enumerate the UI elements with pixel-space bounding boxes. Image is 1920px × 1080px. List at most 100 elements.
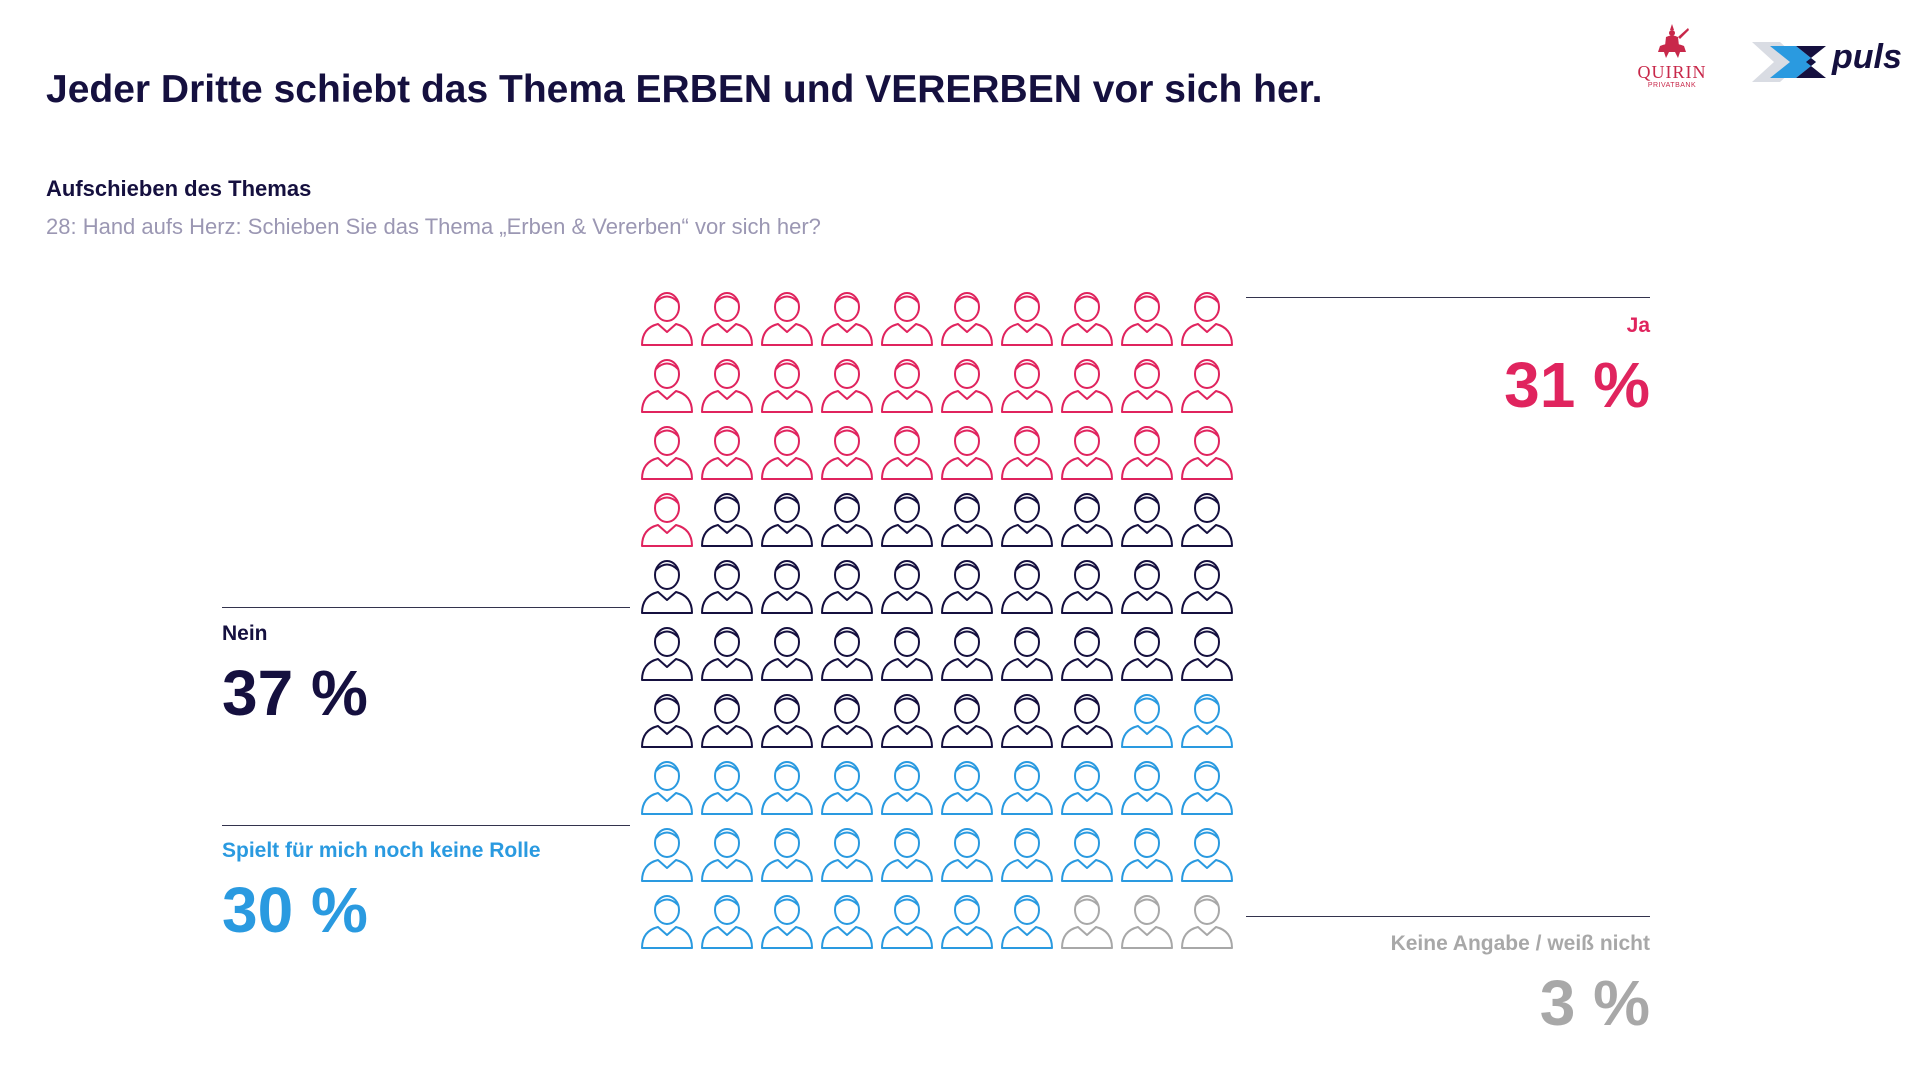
person-icon-nein <box>1001 493 1053 547</box>
person-icon-spielt-für-mich-noch-keine-rolle <box>821 895 873 949</box>
person-icon-ja <box>1121 426 1173 480</box>
legend-label-nein: Nein <box>222 622 268 645</box>
person-icon-nein <box>1121 493 1173 547</box>
person-icon-spielt-für-mich-noch-keine-rolle <box>941 895 993 949</box>
person-icon-spielt-für-mich-noch-keine-rolle <box>821 761 873 815</box>
person-icon-spielt-für-mich-noch-keine-rolle <box>941 761 993 815</box>
person-icon-nein <box>881 627 933 681</box>
person-icon-nein <box>701 560 753 614</box>
person-icon-keine-angabe-weiß-nicht <box>1121 895 1173 949</box>
person-icon-ja <box>1001 292 1053 346</box>
person-icon-ja <box>821 359 873 413</box>
waffle-chart <box>641 292 1233 949</box>
person-icon-nein <box>641 627 693 681</box>
person-icon-spielt-für-mich-noch-keine-rolle <box>1121 694 1173 748</box>
person-icon-ja <box>701 292 753 346</box>
person-icon-ja <box>761 292 813 346</box>
value-keine-rolle: 30 % <box>222 874 368 946</box>
quirin-logo: QUIRIN PRIVATBANK <box>1632 22 1712 90</box>
puls-x-icon <box>1752 42 1826 82</box>
person-icon-spielt-für-mich-noch-keine-rolle <box>1001 761 1053 815</box>
person-icon-nein <box>701 694 753 748</box>
person-icon-spielt-für-mich-noch-keine-rolle <box>1121 828 1173 882</box>
person-icon-nein <box>941 560 993 614</box>
person-icon-ja <box>941 359 993 413</box>
person-icon-ja <box>701 359 753 413</box>
knight-icon <box>1658 24 1689 58</box>
ja-divider <box>1246 297 1650 298</box>
person-icon-ja <box>941 292 993 346</box>
person-icon-spielt-für-mich-noch-keine-rolle <box>1061 761 1113 815</box>
person-icon-nein <box>701 493 753 547</box>
quirin-logo-name: QUIRIN <box>1637 62 1707 82</box>
person-icon-spielt-für-mich-noch-keine-rolle <box>881 761 933 815</box>
person-icon-spielt-für-mich-noch-keine-rolle <box>641 761 693 815</box>
person-icon-ja <box>821 292 873 346</box>
person-icon-ja <box>1061 426 1113 480</box>
person-icon-ja <box>1181 426 1233 480</box>
person-icon-spielt-für-mich-noch-keine-rolle <box>641 828 693 882</box>
person-icon-nein <box>761 694 813 748</box>
person-icon-ja <box>641 426 693 480</box>
person-icon-spielt-für-mich-noch-keine-rolle <box>761 761 813 815</box>
person-icon-keine-angabe-weiß-nicht <box>1181 895 1233 949</box>
person-icon-spielt-für-mich-noch-keine-rolle <box>881 828 933 882</box>
person-icon-ja <box>641 493 693 547</box>
person-icon-ja <box>1181 292 1233 346</box>
person-icon-nein <box>821 560 873 614</box>
person-icon-nein <box>1121 560 1173 614</box>
survey-question: 28: Hand aufs Herz: Schieben Sie das The… <box>46 214 821 239</box>
person-icon-nein <box>761 627 813 681</box>
person-icon-spielt-für-mich-noch-keine-rolle <box>701 828 753 882</box>
person-icon-spielt-für-mich-noch-keine-rolle <box>821 828 873 882</box>
person-icon-nein <box>1061 493 1113 547</box>
person-icon-ja <box>881 292 933 346</box>
person-icon-nein <box>881 493 933 547</box>
person-icon-spielt-für-mich-noch-keine-rolle <box>761 895 813 949</box>
person-icon-spielt-für-mich-noch-keine-rolle <box>881 895 933 949</box>
person-icon-nein <box>1181 560 1233 614</box>
person-icon-nein <box>641 560 693 614</box>
person-icon-ja <box>1121 292 1173 346</box>
person-icon-nein <box>701 627 753 681</box>
chart-subtitle: Aufschieben des Themas <box>46 176 312 201</box>
person-icon-nein <box>761 560 813 614</box>
person-icon-nein <box>941 493 993 547</box>
person-icon-nein <box>1001 694 1053 748</box>
person-icon-nein <box>1061 694 1113 748</box>
person-icon-spielt-für-mich-noch-keine-rolle <box>1181 694 1233 748</box>
value-nein: 37 % <box>222 657 368 729</box>
person-icon-spielt-für-mich-noch-keine-rolle <box>1001 895 1053 949</box>
legend-label-keine-angabe: Keine Angabe / weiß nicht <box>1390 932 1650 955</box>
person-icon-nein <box>941 694 993 748</box>
person-icon-ja <box>1061 359 1113 413</box>
person-icon-keine-angabe-weiß-nicht <box>1061 895 1113 949</box>
person-icon-spielt-für-mich-noch-keine-rolle <box>1181 828 1233 882</box>
page-title: Jeder Dritte schiebt das Thema ERBEN und… <box>46 68 1323 111</box>
nein-divider <box>222 607 630 608</box>
person-icon-spielt-für-mich-noch-keine-rolle <box>761 828 813 882</box>
person-icon-nein <box>1181 493 1233 547</box>
person-icon-nein <box>1001 627 1053 681</box>
person-icon-ja <box>1001 426 1053 480</box>
value-ja: 31 % <box>1504 349 1650 421</box>
person-icon-nein <box>761 493 813 547</box>
legend-label-keine-rolle: Spielt für mich noch keine Rolle <box>222 839 541 862</box>
person-icon-nein <box>1181 627 1233 681</box>
person-icon-spielt-für-mich-noch-keine-rolle <box>701 895 753 949</box>
person-icon-ja <box>641 292 693 346</box>
person-icon-ja <box>641 359 693 413</box>
person-icon-spielt-für-mich-noch-keine-rolle <box>941 828 993 882</box>
person-icon-nein <box>881 694 933 748</box>
person-icon-ja <box>761 426 813 480</box>
person-icon-nein <box>1001 560 1053 614</box>
person-icon-spielt-für-mich-noch-keine-rolle <box>1001 828 1053 882</box>
person-icon-ja <box>941 426 993 480</box>
person-icon-spielt-für-mich-noch-keine-rolle <box>1061 828 1113 882</box>
person-icon-nein <box>941 627 993 681</box>
person-icon-ja <box>701 426 753 480</box>
person-icon-nein <box>821 694 873 748</box>
person-icon-ja <box>881 359 933 413</box>
puls-logo-name: puls <box>1832 38 1902 76</box>
person-icon-spielt-für-mich-noch-keine-rolle <box>1121 761 1173 815</box>
